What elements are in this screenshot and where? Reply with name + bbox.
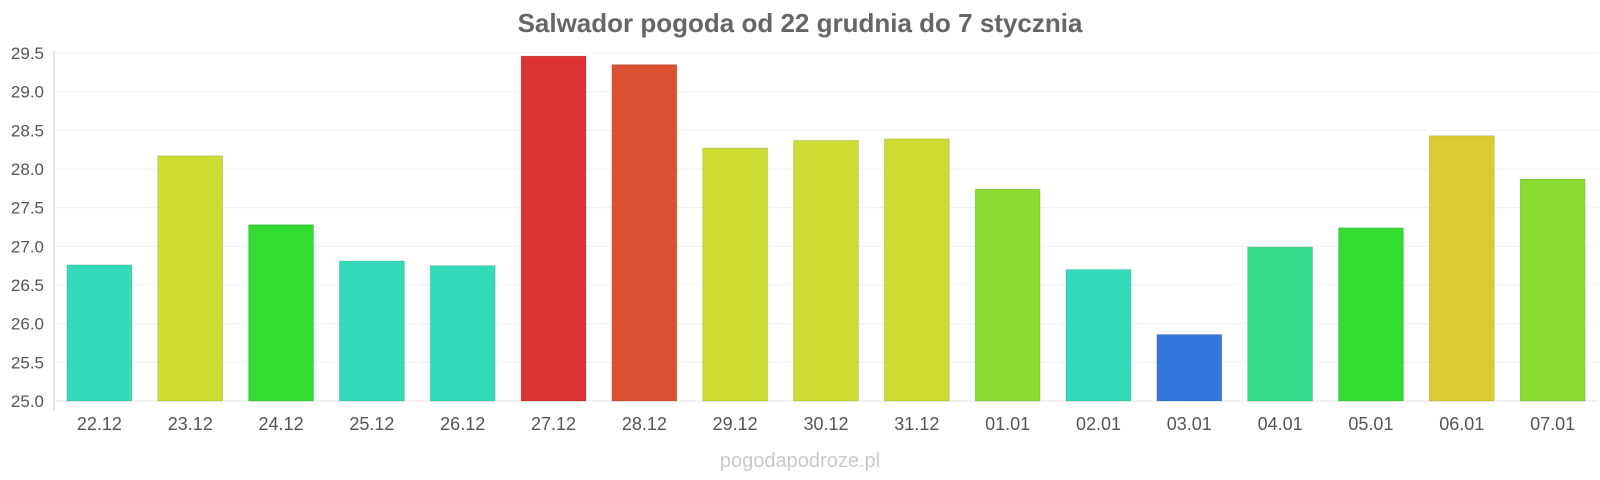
x-tick-label: 26.12	[440, 414, 485, 434]
x-tick-label: 04.01	[1258, 414, 1303, 434]
x-tick-label: 02.01	[1076, 414, 1121, 434]
x-tick-label: 03.01	[1167, 414, 1212, 434]
y-tick-label: 27.0	[11, 237, 44, 256]
x-tick-label: 29.12	[713, 414, 758, 434]
chart-title: Salwador pogoda od 22 grudnia do 7 stycz…	[517, 8, 1083, 38]
y-tick-label: 29.0	[11, 83, 44, 102]
bar-28.12	[611, 64, 678, 402]
bar-26.12	[429, 265, 496, 402]
bar-30.12	[793, 139, 859, 402]
bar-31.12	[883, 138, 950, 402]
bar-27.12	[520, 55, 587, 402]
bar-01.01	[974, 188, 1041, 402]
bar-02.01	[1065, 269, 1132, 402]
bar-25.12	[338, 260, 405, 402]
x-tick-label: 05.01	[1348, 414, 1393, 434]
bars	[66, 55, 1586, 402]
x-tick-label: 25.12	[349, 414, 394, 434]
bar-04.01	[1247, 246, 1314, 402]
x-tick-label: 23.12	[168, 414, 213, 434]
x-tick-label: 06.01	[1439, 414, 1484, 434]
bar-03.01	[1156, 333, 1223, 402]
y-tick-label: 28.5	[11, 121, 44, 140]
x-tick-label: 30.12	[803, 414, 848, 434]
x-tick-label: 28.12	[622, 414, 667, 434]
watermark: pogodapodroze.pl	[719, 450, 881, 472]
x-tick-label: 27.12	[531, 414, 576, 434]
x-tick-label: 24.12	[259, 414, 304, 434]
bar-29.12	[702, 147, 769, 402]
x-tick-labels: 22.12 23.12 24.12 25.12 26.12 27.12 28.12 29.12…	[77, 414, 1575, 434]
y-tick-label: 25.5	[11, 353, 44, 372]
bar-06.01	[1428, 135, 1495, 402]
x-tick-label: 01.01	[985, 414, 1030, 434]
y-tick-labels: 25.0 25.5 26.0 26.5 27.0 27.5 28.0 28.5 29.0 29.5	[11, 44, 44, 411]
y-tick-label: 26.5	[11, 276, 44, 295]
y-tick-label: 25.0	[11, 392, 44, 411]
y-tick-label: 28.0	[11, 160, 44, 179]
x-tick-label: 31.12	[894, 414, 939, 434]
bar-22.12	[66, 264, 133, 402]
y-tick-label: 29.5	[11, 44, 44, 63]
bar-24.12	[248, 224, 315, 402]
y-tick-label: 27.5	[11, 199, 44, 218]
x-tick-label: 07.01	[1530, 414, 1575, 434]
bar-23.12	[157, 155, 224, 402]
y-tick-label: 26.0	[11, 315, 44, 334]
x-tick-label: 22.12	[77, 414, 122, 434]
bar-07.01	[1519, 178, 1586, 402]
bar-05.01	[1337, 227, 1404, 402]
